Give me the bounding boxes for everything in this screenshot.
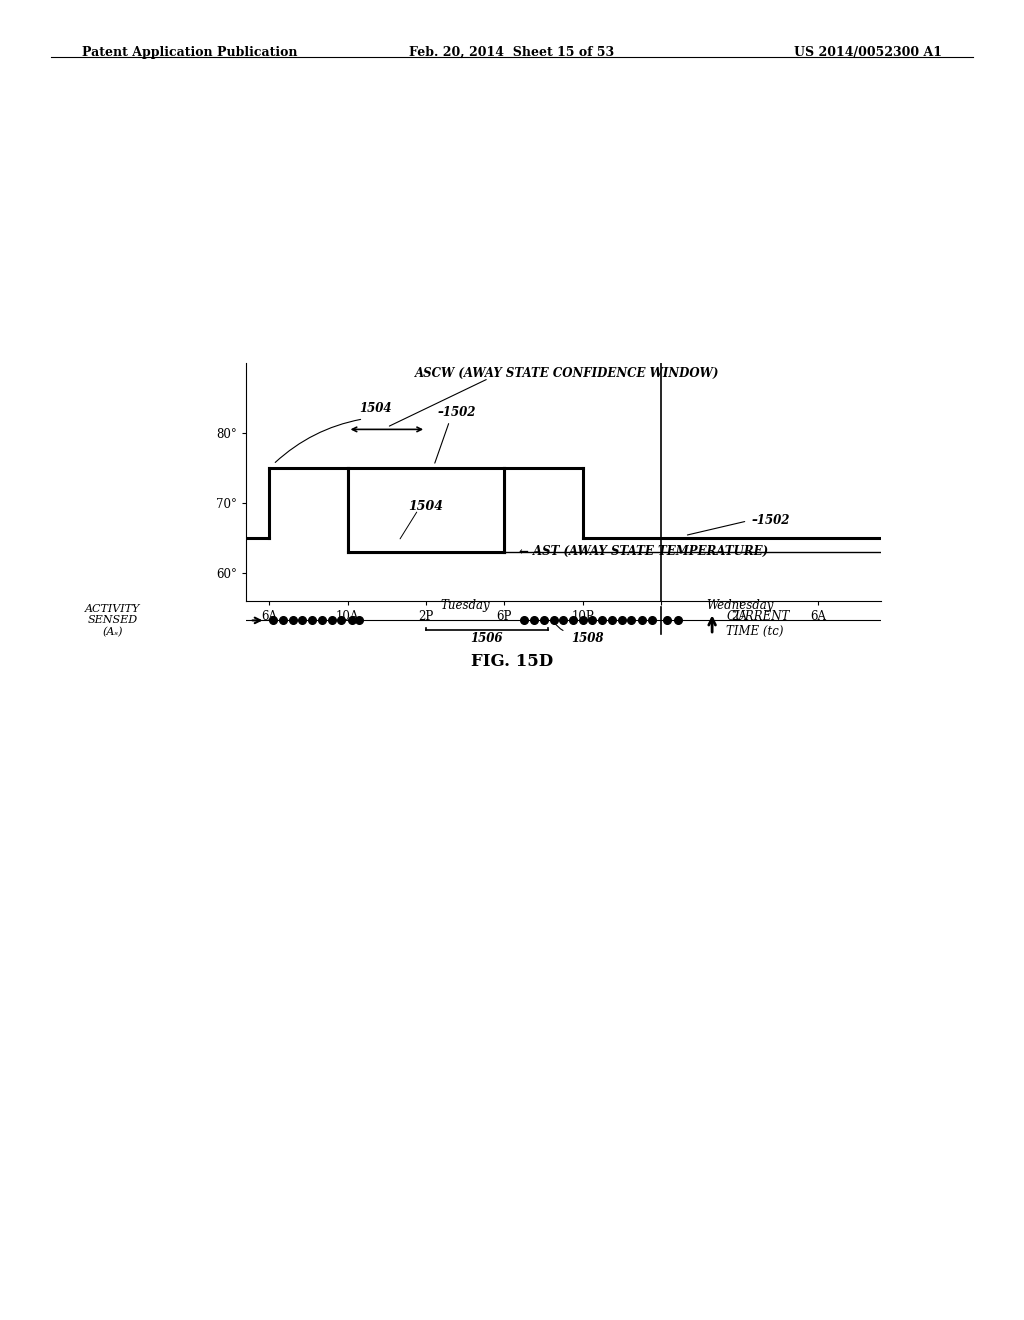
Text: 1508: 1508 (571, 632, 603, 645)
Text: ← AST (AWAY STATE TEMPERATURE): ← AST (AWAY STATE TEMPERATURE) (518, 545, 768, 558)
Text: 1504: 1504 (358, 403, 391, 416)
Text: ACTIVITY
SENSED
(Aₛ): ACTIVITY SENSED (Aₛ) (85, 603, 140, 638)
Text: –1502: –1502 (752, 513, 790, 527)
Text: Wednesday: Wednesday (706, 599, 773, 612)
Text: Patent Application Publication: Patent Application Publication (82, 46, 297, 59)
Bar (348, 467, 505, 552)
Text: 1504: 1504 (409, 500, 443, 512)
Text: CURRENT
TIME (tᴄ): CURRENT TIME (tᴄ) (726, 610, 790, 639)
Text: Feb. 20, 2014  Sheet 15 of 53: Feb. 20, 2014 Sheet 15 of 53 (410, 46, 614, 59)
Text: FIG. 15D: FIG. 15D (471, 653, 553, 671)
Text: Tuesday: Tuesday (440, 599, 490, 612)
Text: 1506: 1506 (471, 632, 503, 645)
Text: US 2014/0052300 A1: US 2014/0052300 A1 (794, 46, 942, 59)
Text: –1502: –1502 (438, 407, 476, 418)
Text: ASCW (AWAY STATE CONFIDENCE WINDOW): ASCW (AWAY STATE CONFIDENCE WINDOW) (415, 367, 719, 380)
